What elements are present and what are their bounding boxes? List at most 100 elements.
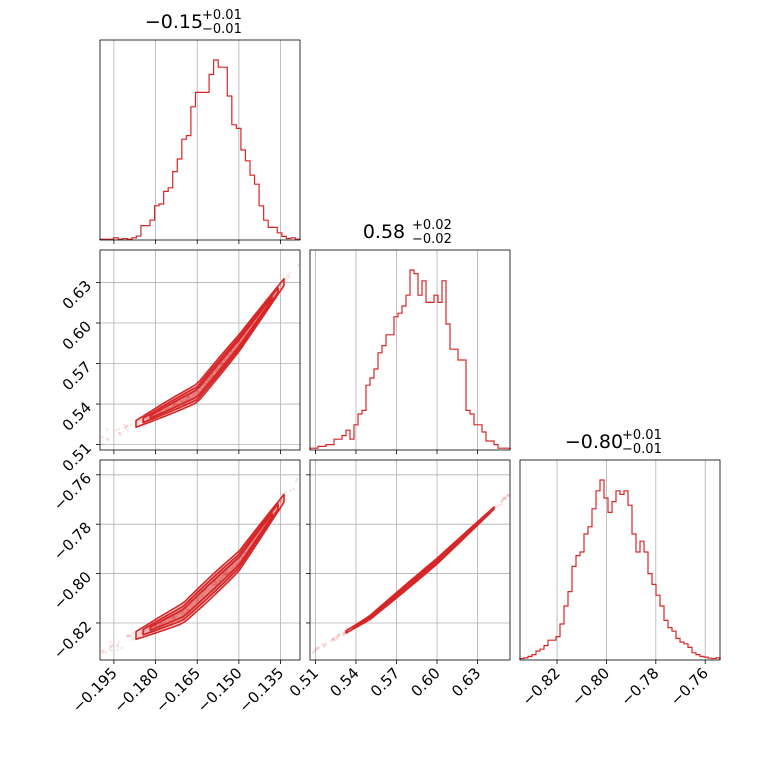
panel-2-0-point bbox=[87, 654, 90, 657]
panel-2-0-point bbox=[126, 634, 129, 638]
panel-2-0-point bbox=[307, 463, 310, 466]
panel-1-0-ytick-label-2: 0.57 bbox=[59, 358, 95, 394]
panel-2-0-point bbox=[224, 573, 227, 576]
panel-2-0-point bbox=[289, 489, 293, 492]
panel-2-0-ytick-label-1: −0.80 bbox=[50, 568, 95, 613]
panel-2-1-point bbox=[322, 645, 326, 648]
panel-2-0-point bbox=[224, 572, 228, 575]
panel-2-0-point bbox=[310, 463, 313, 466]
histogram-1 bbox=[309, 269, 511, 450]
panel-1-0-point bbox=[208, 377, 211, 380]
panel-2-0-point bbox=[307, 468, 310, 471]
panel-2-1-point bbox=[504, 495, 507, 499]
panel-1-0-point bbox=[220, 362, 224, 366]
title-median-2: −0.80 bbox=[565, 431, 623, 453]
panel-1-0-point bbox=[208, 375, 212, 379]
panel-1-0-point bbox=[308, 244, 311, 247]
panel-2-0-point bbox=[211, 583, 215, 586]
panel-1-0-point bbox=[106, 438, 110, 441]
panel-2-0-point bbox=[184, 607, 188, 611]
panel-2-0-point bbox=[90, 656, 93, 659]
panel-1-0-point bbox=[311, 236, 314, 239]
panel-1-0-point bbox=[306, 243, 309, 246]
panel-2-0-point bbox=[189, 603, 193, 606]
panel-1-0-point bbox=[301, 259, 304, 262]
panel-1-0-point bbox=[117, 427, 121, 431]
panel-1-0-point bbox=[296, 263, 300, 267]
panel-2-1-marks bbox=[297, 491, 510, 663]
panel-2-0-contour-inner bbox=[149, 512, 273, 632]
panel-2-1-point bbox=[341, 631, 345, 635]
panel-2-0-point bbox=[197, 595, 200, 599]
panel-1-0-point bbox=[307, 253, 310, 256]
panel-1-0-point bbox=[311, 247, 314, 250]
panel-2-1-point bbox=[300, 659, 303, 662]
panel-1-0-point bbox=[214, 369, 218, 373]
panel-1-0-point bbox=[88, 442, 91, 445]
panel-1-0-point bbox=[227, 353, 230, 357]
panel-2-0-point bbox=[214, 580, 217, 584]
panel-1-0-point bbox=[209, 375, 212, 379]
panel-2-1-grid bbox=[310, 460, 510, 660]
panel-2-0-point bbox=[108, 647, 112, 651]
panel-1-0-point bbox=[164, 407, 168, 410]
panel-1-0-point bbox=[217, 366, 221, 370]
panel-1-0-point bbox=[105, 428, 109, 431]
panel-1-0-point bbox=[211, 373, 215, 377]
panel-2-1-contour-inner bbox=[359, 518, 483, 625]
panel-1-0-point bbox=[125, 425, 129, 428]
panel-2-0-point bbox=[308, 462, 311, 465]
panel-1-0-point bbox=[206, 378, 210, 382]
panel-1-0-point bbox=[312, 240, 315, 243]
panel-2-0-point bbox=[311, 457, 314, 460]
panel-1-0-point bbox=[307, 247, 310, 250]
panel-1-0-point bbox=[192, 393, 195, 397]
panel-2-1-point bbox=[500, 500, 504, 504]
panel-2-0-point bbox=[163, 620, 167, 623]
panel-2-1-point bbox=[324, 644, 327, 647]
panel-2-0-point bbox=[95, 652, 98, 655]
panel-2-0-point bbox=[131, 631, 135, 635]
panel-2-0-point bbox=[94, 650, 97, 653]
panel-1-0-point bbox=[101, 442, 104, 446]
panel-1-0-point bbox=[93, 443, 96, 446]
panel-2-1-point bbox=[297, 660, 300, 663]
panel-2-0-point bbox=[243, 551, 247, 554]
panel-1-0-point bbox=[129, 423, 133, 427]
panel-1-0-point bbox=[208, 376, 212, 380]
panel-2-0-xtick-label-4: −0.135 bbox=[235, 664, 287, 716]
panel-2-0-point bbox=[131, 636, 135, 640]
hist-2-xtick-label-3: −0.76 bbox=[667, 664, 712, 709]
panel-2-1-point bbox=[497, 503, 500, 507]
panel-2-0-marks bbox=[87, 457, 314, 659]
panel-2-0-point bbox=[214, 580, 218, 584]
panel-2-0-point bbox=[159, 622, 163, 625]
panel-1-0-point bbox=[126, 428, 129, 432]
panel-2-1-point bbox=[338, 632, 342, 636]
panel-2-0-point bbox=[90, 655, 93, 658]
panel-2-0-point bbox=[145, 637, 148, 640]
panel-1-0-point bbox=[118, 431, 121, 434]
panel-2-1-point bbox=[504, 497, 508, 500]
panel-2-1-point bbox=[312, 651, 315, 654]
panel-2-1-point bbox=[501, 498, 504, 501]
panel-1-0-point bbox=[310, 245, 313, 248]
panel-1-0-point bbox=[105, 438, 109, 441]
panel-2-0-xtick-label-2: −0.165 bbox=[152, 664, 204, 716]
panel-2-0-frame bbox=[99, 459, 301, 661]
panel-1-0-point bbox=[204, 381, 207, 385]
panel-1-0-point bbox=[300, 259, 303, 262]
title-minus-2: −0.01 bbox=[622, 442, 662, 457]
panel-1-0-point bbox=[211, 373, 215, 377]
panel-2-1-point bbox=[502, 497, 506, 501]
panel-2-1-point bbox=[300, 658, 303, 661]
panel-1-0-point bbox=[184, 396, 188, 400]
panel-2-0-point bbox=[197, 598, 201, 601]
panel-2-0-point bbox=[222, 573, 226, 577]
panel-2-0-point bbox=[117, 640, 121, 644]
panel-2-0-point bbox=[109, 641, 112, 644]
panel-2-0-point bbox=[292, 487, 296, 491]
panel-1-0-point bbox=[94, 442, 97, 445]
panel-2-1-point bbox=[342, 633, 346, 636]
panel-2-0-point bbox=[128, 634, 131, 638]
